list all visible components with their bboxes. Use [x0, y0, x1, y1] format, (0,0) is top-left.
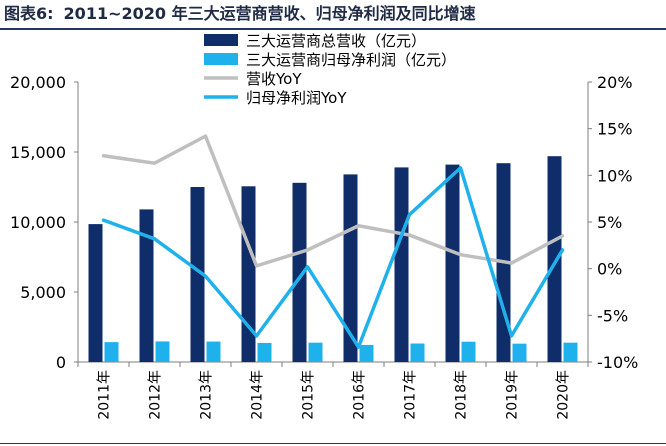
revenue-bar	[343, 174, 358, 362]
x-tick-label: 2015年	[301, 370, 317, 420]
net-profit-bar	[512, 343, 527, 362]
x-tick-label: 2016年	[352, 370, 368, 420]
revenue-yoy-line	[101, 134, 565, 268]
net-profit-yoy-line	[101, 166, 565, 349]
legend-label: 营收YoY	[246, 70, 302, 88]
revenue-bar	[190, 187, 205, 362]
legend-label: 三大运营商归母净利润（亿元）	[246, 51, 456, 69]
net-profit-bar	[206, 341, 221, 362]
x-tick-label: 2012年	[148, 370, 164, 420]
right-tick-label: 15%	[597, 120, 633, 139]
legend-label: 三大运营商总营收（亿元）	[246, 32, 426, 50]
right-tick-label: 10%	[597, 166, 633, 185]
revenue-bar	[88, 224, 103, 362]
net-profit-bar	[257, 342, 272, 362]
figure-title: 图表6: 2011~2020 年三大运营商营收、归母净利润及同比增速	[4, 2, 476, 26]
net-profit-bar	[359, 344, 374, 362]
figure-label: 图表6:	[4, 4, 54, 23]
net-profit-bar	[461, 341, 476, 362]
figure-title-text: 2011~2020 年三大运营商营收、归母净利润及同比增速	[63, 4, 476, 23]
left-tick-label: 5,000	[20, 283, 66, 302]
right-tick-label: 5%	[597, 213, 622, 232]
x-tick-label: 2013年	[199, 370, 215, 420]
x-tick-label: 2018年	[454, 370, 470, 420]
right-tick-label: 20%	[597, 73, 633, 92]
right-tick-label: -5%	[597, 306, 628, 325]
revenue-bar	[292, 182, 307, 362]
revenue-bar	[445, 164, 460, 362]
title-rule	[0, 28, 666, 30]
revenue-bar	[394, 167, 409, 362]
right-tick-label: 0%	[597, 260, 622, 279]
legend-swatch	[204, 53, 238, 65]
x-tick-label: 2011年	[97, 370, 113, 420]
net-profit-bar	[410, 343, 425, 362]
revenue-bar	[241, 186, 256, 362]
x-tick-label: 2017年	[403, 370, 419, 420]
left-tick-label: 15,000	[10, 143, 66, 162]
revenue-bar	[139, 209, 154, 362]
bottom-rule	[0, 443, 666, 444]
net-profit-bar	[104, 342, 119, 362]
legend-swatch	[204, 34, 238, 46]
left-tick-label: 20,000	[10, 73, 66, 92]
legend-label: 归母净利润YoY	[246, 89, 347, 107]
revenue-bar	[547, 156, 562, 362]
net-profit-bar	[563, 342, 578, 362]
left-tick-label: 0	[56, 353, 66, 372]
net-profit-bar	[155, 341, 170, 362]
x-tick-label: 2019年	[505, 370, 521, 420]
right-tick-label: -10%	[597, 353, 638, 372]
x-tick-label: 2014年	[250, 370, 266, 420]
net-profit-bar	[308, 342, 323, 362]
x-tick-label: 2020年	[556, 370, 572, 420]
left-tick-label: 10,000	[10, 213, 66, 232]
